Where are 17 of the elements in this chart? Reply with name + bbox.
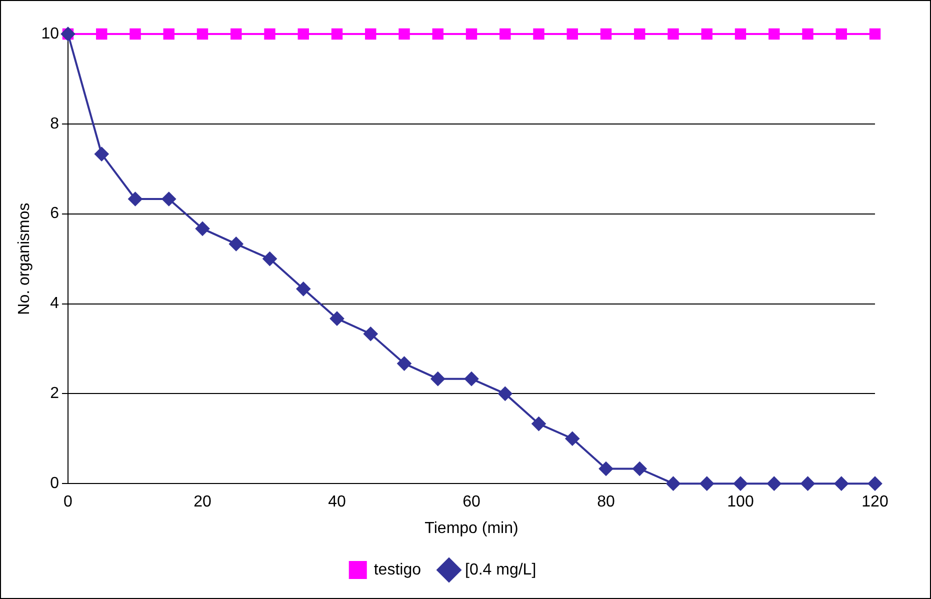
y-axis-title: No. organismos xyxy=(16,202,34,315)
y-tick-label: 6 xyxy=(50,205,60,222)
x-tick-label: 20 xyxy=(194,494,212,511)
y-tick-label: 10 xyxy=(41,25,60,42)
x-tick-label: 0 xyxy=(64,494,73,511)
x-tick-label: 60 xyxy=(462,494,480,511)
legend-label: testigo xyxy=(374,561,422,578)
y-tick-label: 0 xyxy=(50,475,60,492)
y-tick-label: 4 xyxy=(50,295,60,312)
x-axis-title: Tiempo (min) xyxy=(424,520,518,537)
y-tick-label: 8 xyxy=(50,115,60,132)
x-tick-label: 80 xyxy=(597,494,615,511)
x-tick-label: 40 xyxy=(328,494,346,511)
x-tick-label: 120 xyxy=(862,494,888,511)
x-tick-label: 100 xyxy=(727,494,754,511)
y-tick-label: 2 xyxy=(50,385,60,402)
legend-label: [0.4 mg/L] xyxy=(464,561,536,578)
